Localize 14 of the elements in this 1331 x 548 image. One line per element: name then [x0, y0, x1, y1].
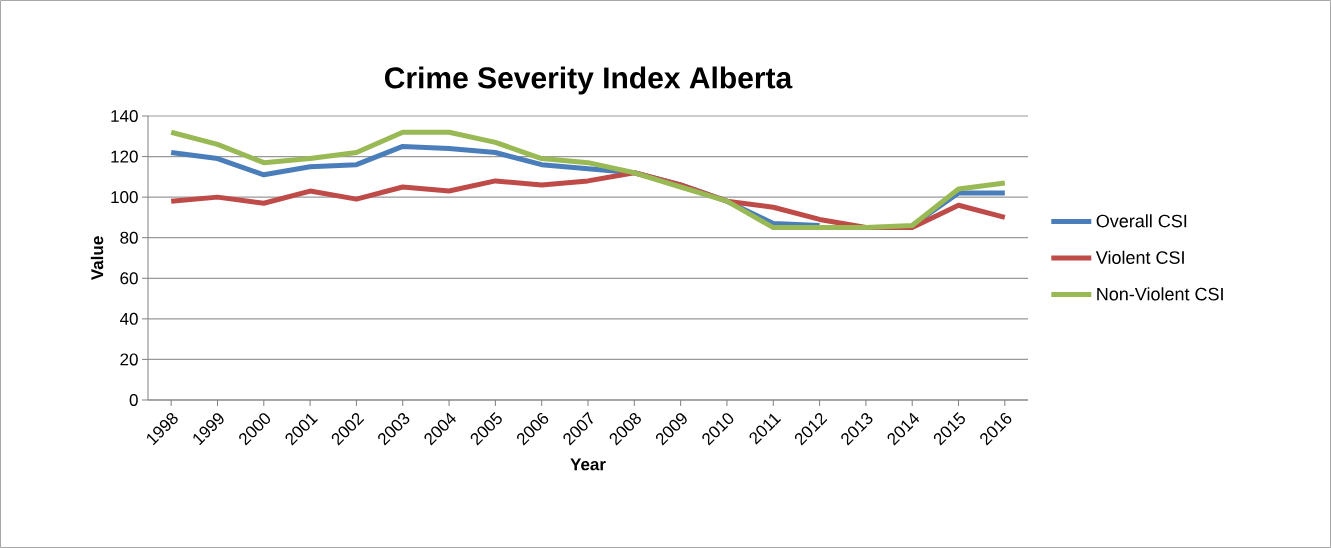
legend-label: Non-Violent CSI: [1097, 287, 1223, 301]
y-tick-label: 20: [120, 353, 138, 366]
chart-title: Crime Severity Index Alberta: [384, 66, 793, 95]
legend-label: Overall CSI: [1096, 214, 1187, 228]
x-axis-title: Year: [570, 458, 606, 471]
y-tick-label: 40: [119, 312, 138, 325]
y-tick-label: 0: [129, 393, 138, 407]
y-tick-label: 120: [111, 150, 138, 163]
legend-label: Violent CSI: [1095, 250, 1184, 264]
y-tick-label: 140: [111, 109, 138, 123]
y-tick-label: 80: [120, 231, 138, 244]
y-tick-label: 100: [111, 191, 138, 204]
y-tick-label: 60: [120, 272, 138, 285]
y-axis-title: Value: [90, 236, 104, 281]
